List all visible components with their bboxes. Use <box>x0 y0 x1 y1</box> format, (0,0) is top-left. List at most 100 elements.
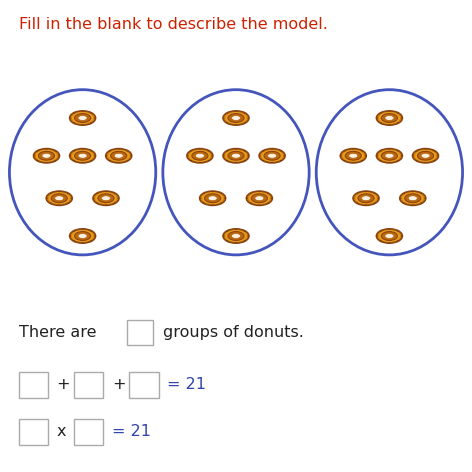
Ellipse shape <box>376 229 402 243</box>
Ellipse shape <box>361 151 363 152</box>
Ellipse shape <box>42 153 51 158</box>
Ellipse shape <box>380 240 382 241</box>
Ellipse shape <box>114 153 123 158</box>
Ellipse shape <box>377 198 379 199</box>
Ellipse shape <box>397 160 399 161</box>
Ellipse shape <box>212 191 213 192</box>
Ellipse shape <box>192 152 208 160</box>
Ellipse shape <box>208 151 210 152</box>
Ellipse shape <box>118 149 119 150</box>
Ellipse shape <box>365 204 367 205</box>
Ellipse shape <box>388 149 390 150</box>
Ellipse shape <box>70 198 72 199</box>
Ellipse shape <box>376 149 402 163</box>
Ellipse shape <box>190 160 192 161</box>
Ellipse shape <box>246 191 272 205</box>
Ellipse shape <box>388 111 390 112</box>
Ellipse shape <box>231 234 241 238</box>
Ellipse shape <box>403 202 405 203</box>
Ellipse shape <box>227 122 228 123</box>
Ellipse shape <box>73 113 75 114</box>
Ellipse shape <box>235 149 237 150</box>
Ellipse shape <box>73 240 75 241</box>
Ellipse shape <box>98 194 114 202</box>
Ellipse shape <box>114 202 116 203</box>
Ellipse shape <box>199 162 201 163</box>
Ellipse shape <box>82 111 84 112</box>
Ellipse shape <box>244 122 245 123</box>
Ellipse shape <box>69 155 71 156</box>
Ellipse shape <box>49 193 70 204</box>
Ellipse shape <box>82 162 84 163</box>
Ellipse shape <box>200 198 202 199</box>
Ellipse shape <box>416 160 418 161</box>
Ellipse shape <box>72 230 93 242</box>
Ellipse shape <box>220 193 222 194</box>
Ellipse shape <box>268 153 277 158</box>
Ellipse shape <box>231 116 241 120</box>
Ellipse shape <box>362 196 371 201</box>
Ellipse shape <box>433 160 435 161</box>
Ellipse shape <box>96 202 98 203</box>
Ellipse shape <box>264 152 280 160</box>
Ellipse shape <box>187 155 189 156</box>
Ellipse shape <box>202 193 223 204</box>
Ellipse shape <box>106 155 108 156</box>
Ellipse shape <box>78 116 87 120</box>
Ellipse shape <box>388 242 390 243</box>
Ellipse shape <box>73 231 75 232</box>
Ellipse shape <box>78 153 87 158</box>
Ellipse shape <box>208 160 210 161</box>
Ellipse shape <box>78 234 87 238</box>
Ellipse shape <box>90 160 92 161</box>
Ellipse shape <box>211 155 213 156</box>
Ellipse shape <box>95 193 117 204</box>
Ellipse shape <box>381 232 397 240</box>
Ellipse shape <box>376 111 402 125</box>
Ellipse shape <box>402 193 423 204</box>
Text: +: + <box>57 377 70 392</box>
Ellipse shape <box>37 151 39 152</box>
Ellipse shape <box>267 202 269 203</box>
Ellipse shape <box>412 204 413 205</box>
Ellipse shape <box>259 155 261 156</box>
Ellipse shape <box>425 162 426 163</box>
Ellipse shape <box>59 191 60 192</box>
Ellipse shape <box>73 151 75 152</box>
Ellipse shape <box>259 204 260 205</box>
Ellipse shape <box>416 151 418 152</box>
Text: There are: There are <box>19 325 96 340</box>
Ellipse shape <box>235 111 237 112</box>
Ellipse shape <box>114 193 116 194</box>
Ellipse shape <box>353 149 354 150</box>
Ellipse shape <box>244 160 245 161</box>
Ellipse shape <box>244 113 245 114</box>
Ellipse shape <box>259 191 260 192</box>
Ellipse shape <box>343 150 364 161</box>
Ellipse shape <box>413 149 438 163</box>
Ellipse shape <box>249 193 270 204</box>
Ellipse shape <box>228 152 244 160</box>
Ellipse shape <box>105 204 107 205</box>
Ellipse shape <box>388 229 390 230</box>
Ellipse shape <box>355 193 377 204</box>
Ellipse shape <box>361 160 363 161</box>
Ellipse shape <box>94 155 96 156</box>
Ellipse shape <box>262 151 264 152</box>
Ellipse shape <box>262 160 264 161</box>
Ellipse shape <box>358 194 374 202</box>
Ellipse shape <box>227 160 228 161</box>
Ellipse shape <box>38 152 55 160</box>
Ellipse shape <box>349 153 358 158</box>
Ellipse shape <box>235 124 237 125</box>
Ellipse shape <box>34 149 59 163</box>
Ellipse shape <box>283 155 285 156</box>
Text: = 21: = 21 <box>167 377 206 392</box>
Ellipse shape <box>90 231 92 232</box>
Ellipse shape <box>67 193 69 194</box>
Ellipse shape <box>244 151 245 152</box>
Text: +: + <box>112 377 126 392</box>
Ellipse shape <box>82 124 84 125</box>
Ellipse shape <box>340 149 366 163</box>
Ellipse shape <box>433 151 435 152</box>
